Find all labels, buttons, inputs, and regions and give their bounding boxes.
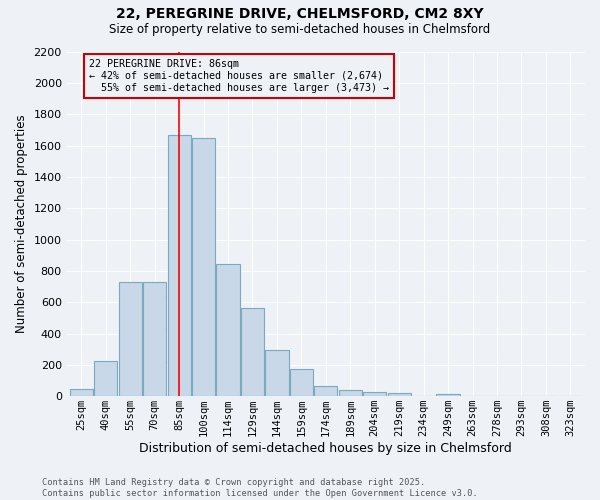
Bar bbox=[314, 386, 337, 396]
Bar bbox=[94, 361, 118, 396]
Bar bbox=[338, 390, 362, 396]
Bar bbox=[143, 282, 166, 396]
X-axis label: Distribution of semi-detached houses by size in Chelmsford: Distribution of semi-detached houses by … bbox=[139, 442, 512, 455]
Bar bbox=[167, 134, 191, 396]
Bar bbox=[70, 389, 93, 396]
Bar bbox=[265, 350, 289, 396]
Bar bbox=[241, 308, 264, 396]
Bar bbox=[217, 264, 239, 396]
Bar bbox=[388, 394, 411, 396]
Bar bbox=[436, 394, 460, 396]
Bar bbox=[363, 392, 386, 396]
Text: Contains HM Land Registry data © Crown copyright and database right 2025.
Contai: Contains HM Land Registry data © Crown c… bbox=[42, 478, 478, 498]
Y-axis label: Number of semi-detached properties: Number of semi-detached properties bbox=[15, 114, 28, 333]
Text: Size of property relative to semi-detached houses in Chelmsford: Size of property relative to semi-detach… bbox=[109, 22, 491, 36]
Text: 22 PEREGRINE DRIVE: 86sqm
← 42% of semi-detached houses are smaller (2,674)
  55: 22 PEREGRINE DRIVE: 86sqm ← 42% of semi-… bbox=[89, 60, 389, 92]
Bar bbox=[290, 369, 313, 396]
Bar bbox=[192, 138, 215, 396]
Text: 22, PEREGRINE DRIVE, CHELMSFORD, CM2 8XY: 22, PEREGRINE DRIVE, CHELMSFORD, CM2 8XY bbox=[116, 8, 484, 22]
Bar bbox=[119, 282, 142, 396]
